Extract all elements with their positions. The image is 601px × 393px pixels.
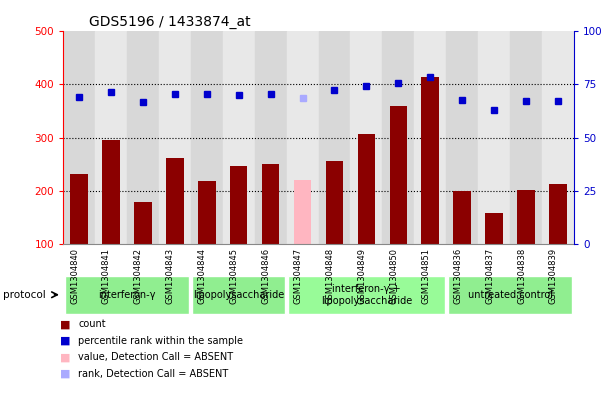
Bar [191, 31, 223, 244]
Text: value, Detection Call = ABSENT: value, Detection Call = ABSENT [78, 352, 233, 362]
Bar [319, 31, 350, 244]
Text: GSM1304837: GSM1304837 [485, 248, 494, 304]
Text: GSM1304843: GSM1304843 [166, 248, 175, 304]
Bar [542, 31, 574, 244]
Text: GSM1304851: GSM1304851 [421, 248, 430, 303]
Bar [358, 134, 375, 244]
Text: GSM1304848: GSM1304848 [326, 248, 335, 304]
Bar [294, 180, 311, 244]
Text: rank, Detection Call = ABSENT: rank, Detection Call = ABSENT [78, 369, 228, 379]
Bar [127, 31, 159, 244]
Text: GSM1304844: GSM1304844 [198, 248, 207, 303]
Text: lipopolysaccharide: lipopolysaccharide [193, 290, 284, 300]
Bar [134, 202, 151, 244]
Text: GSM1304840: GSM1304840 [70, 248, 79, 303]
Text: GSM1304846: GSM1304846 [261, 248, 270, 304]
Text: interferon-γ: interferon-γ [98, 290, 156, 300]
Bar [95, 31, 127, 244]
Bar [198, 181, 216, 244]
Bar [192, 276, 285, 314]
Bar [453, 191, 471, 244]
Text: ■: ■ [60, 319, 70, 329]
Text: GSM1304842: GSM1304842 [134, 248, 143, 303]
Bar [414, 31, 446, 244]
Text: GSM1304839: GSM1304839 [549, 248, 558, 304]
Bar [448, 276, 572, 314]
Bar [262, 164, 279, 244]
Bar [288, 276, 445, 314]
Bar [421, 77, 439, 244]
Bar [159, 31, 191, 244]
Text: GSM1304836: GSM1304836 [453, 248, 462, 304]
Text: GSM1304850: GSM1304850 [389, 248, 398, 303]
Bar [446, 31, 478, 244]
Text: untreated control: untreated control [468, 290, 552, 300]
Bar [389, 106, 407, 244]
Bar [350, 31, 382, 244]
Bar [382, 31, 414, 244]
Bar [102, 140, 120, 244]
Text: protocol: protocol [3, 290, 46, 300]
Text: count: count [78, 319, 106, 329]
Bar [549, 184, 567, 244]
Bar [486, 213, 503, 244]
Text: ■: ■ [60, 336, 70, 346]
Bar [326, 161, 343, 244]
Text: ■: ■ [60, 369, 70, 379]
Text: GSM1304845: GSM1304845 [230, 248, 239, 303]
Text: GSM1304847: GSM1304847 [293, 248, 302, 304]
Text: GSM1304841: GSM1304841 [102, 248, 111, 303]
Bar [287, 31, 319, 244]
Bar [70, 174, 88, 244]
Bar [255, 31, 287, 244]
Bar [223, 31, 255, 244]
Text: percentile rank within the sample: percentile rank within the sample [78, 336, 243, 346]
Bar [230, 166, 248, 244]
Bar [478, 31, 510, 244]
Text: interferon-γ +
lipopolysaccharide: interferon-γ + lipopolysaccharide [321, 284, 412, 305]
Text: GDS5196 / 1433874_at: GDS5196 / 1433874_at [89, 15, 250, 29]
Bar [517, 190, 535, 244]
Text: GSM1304849: GSM1304849 [358, 248, 367, 303]
Bar [65, 276, 189, 314]
Text: GSM1304838: GSM1304838 [517, 248, 526, 304]
Bar [510, 31, 542, 244]
Bar [63, 31, 95, 244]
Text: ■: ■ [60, 352, 70, 362]
Bar [166, 158, 184, 244]
